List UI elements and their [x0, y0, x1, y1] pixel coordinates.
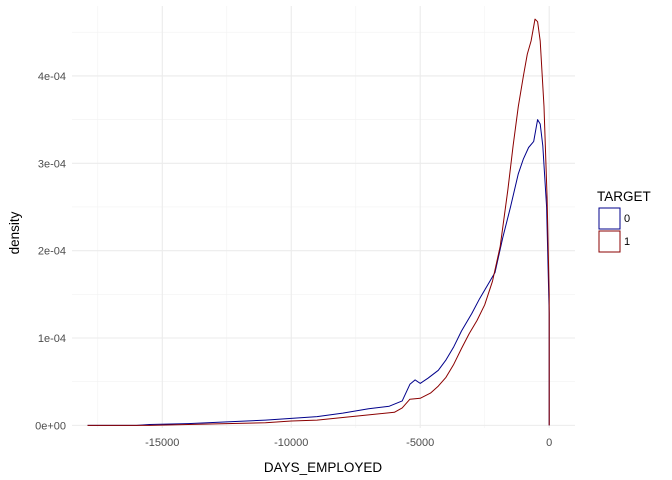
density-line-target-1 [87, 18, 550, 426]
y-tick-label: 0e+00 [35, 420, 66, 432]
y-tick-label: 3e-04 [38, 158, 66, 170]
y-tick-label: 1e-04 [38, 333, 66, 345]
legend-key-0 [598, 207, 621, 230]
legend-key-1 [598, 230, 621, 253]
x-tick-label: -10000 [274, 437, 308, 449]
y-tick-labels: 0e+00 1e-04 2e-04 3e-04 4e-04 [35, 71, 66, 432]
density-lines [87, 18, 550, 426]
x-tick-label: -15000 [145, 437, 179, 449]
legend: TARGET 01 [597, 189, 651, 253]
legend-label-1: 1 [624, 236, 630, 248]
x-tick-label: -5000 [406, 437, 434, 449]
y-axis-title: density [7, 211, 22, 254]
y-tick-label: 2e-04 [38, 246, 66, 258]
x-axis-title: DAYS_EMPLOYED [264, 460, 383, 475]
legend-items: 01 [598, 207, 630, 253]
minor-gridlines [72, 6, 575, 428]
density-line-target-0 [87, 119, 550, 426]
y-tick-label: 4e-04 [38, 71, 66, 83]
x-tick-label: 0 [546, 437, 552, 449]
legend-title: TARGET [597, 189, 651, 204]
major-gridlines [72, 6, 575, 428]
x-tick-labels: -15000 -10000 -5000 0 [145, 437, 552, 449]
legend-label-0: 0 [624, 213, 630, 225]
